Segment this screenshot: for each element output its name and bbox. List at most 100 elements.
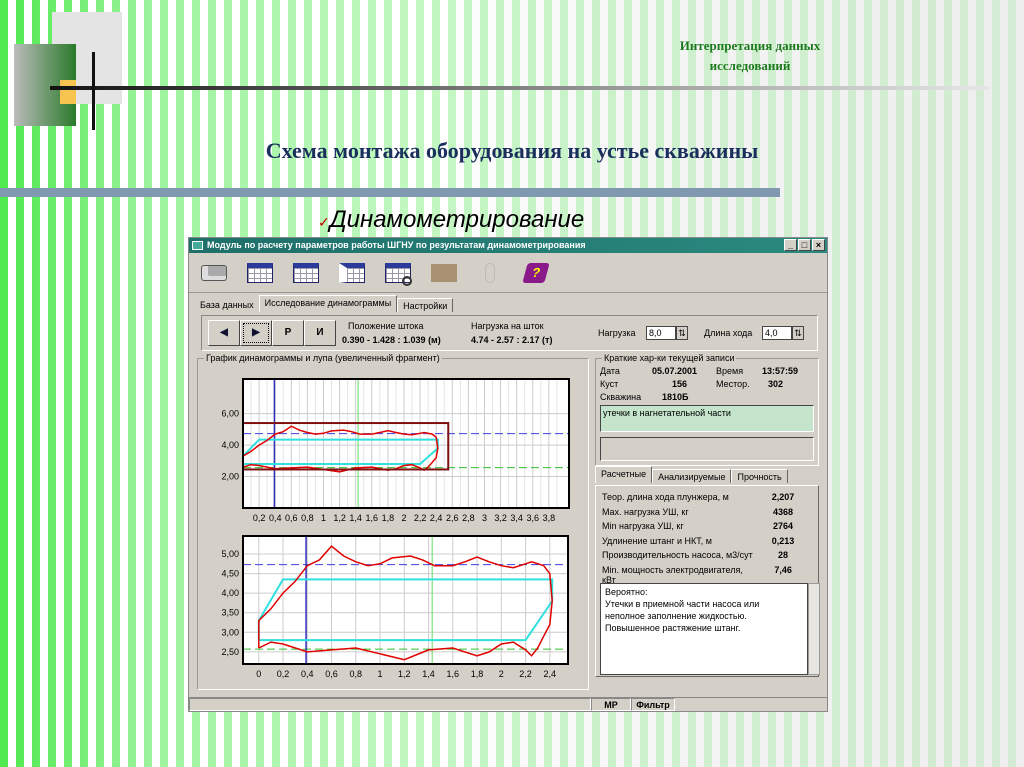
- next-button[interactable]: ▶: [240, 320, 272, 346]
- help-book-icon[interactable]: ?: [521, 260, 551, 286]
- slide-subtitle: Интерпретация данных исследований: [679, 38, 821, 73]
- zoom-chart: 0 0,2 0,4 0,6 0,8 1 1,2 1,4 1,6 1,8 2 2,2 2,4 2,50 3,0…: [221, 535, 569, 679]
- tab-settings[interactable]: Настройки: [397, 298, 454, 312]
- x-tick-label: 0,4: [301, 669, 314, 679]
- param-row: Производительность насоса, м3/сут 28: [602, 550, 788, 560]
- status-bar: МР Фильтр: [189, 697, 827, 711]
- y-tick-label: 4,00: [221, 440, 239, 450]
- chart-group: График динамограммы и лупа (увеличенный …: [197, 353, 589, 690]
- rod-position-value: 0.390 - 1.428 : 1.039 (м): [342, 335, 441, 345]
- record-summary: Краткие хар-ки текущей записи Дата 05.07…: [595, 353, 819, 466]
- x-tick-label: 1: [321, 513, 326, 523]
- record-date: 05.07.2001: [652, 366, 698, 376]
- load-input[interactable]: 8,0: [646, 326, 676, 340]
- x-tick-label: 2,8: [462, 513, 475, 523]
- x-tick-label: 0,6: [325, 669, 338, 679]
- table-select-icon[interactable]: [337, 260, 367, 286]
- sub-tabs: Расчетные Анализируемые Прочность: [595, 466, 788, 483]
- record-well: 1810Б: [662, 392, 689, 402]
- stroke-input[interactable]: 4,0: [762, 326, 792, 340]
- x-tick-label: 3,6: [527, 513, 540, 523]
- maximize-button[interactable]: □: [798, 239, 811, 251]
- status-mr: МР: [591, 698, 631, 711]
- x-tick-label: 0,8: [350, 669, 363, 679]
- param-row: Max. нагрузка УШ, кг 4368: [602, 506, 794, 517]
- check-icon: ✓: [318, 214, 330, 230]
- tab-database[interactable]: База данных: [200, 300, 254, 310]
- overview-chart: 0,2 0,4 0,6 0,8 1 1,2 1,4 1,6 1,8 2 2,2 2,4 2,6 2,8 3 3…: [221, 378, 570, 523]
- toolbar: ?: [189, 253, 827, 293]
- x-tick-label: 3,4: [510, 513, 523, 523]
- param-row: Min нагрузка УШ, кг 2764: [602, 521, 794, 531]
- x-tick-label: 3,2: [494, 513, 507, 523]
- table-zoom-icon[interactable]: [383, 260, 413, 286]
- p-button[interactable]: Р: [272, 320, 304, 346]
- x-tick-label: 1,2: [398, 669, 411, 679]
- x-tick-label: 2,4: [544, 669, 557, 679]
- decor-square: [60, 80, 76, 104]
- y-tick-label: 4,00: [221, 588, 239, 598]
- x-tick-label: 0,2: [253, 513, 266, 523]
- x-tick-label: 1,6: [447, 669, 460, 679]
- rod-load-label: Нагрузка на шток: [471, 321, 544, 331]
- main-tabs: База данных Исследование динамограммы На…: [189, 295, 827, 312]
- x-tick-label: 1: [378, 669, 383, 679]
- prev-button[interactable]: ◀: [208, 320, 240, 346]
- tab-dynamogram[interactable]: Исследование динамограммы: [258, 295, 398, 312]
- i-button[interactable]: И: [304, 320, 336, 346]
- x-tick-label: 1,2: [333, 513, 346, 523]
- plot-area: [243, 536, 568, 664]
- x-tick-label: 3,8: [543, 513, 556, 523]
- load-label: Нагрузка: [598, 328, 636, 338]
- status-filter: Фильтр: [631, 698, 675, 711]
- y-tick-label: 2,00: [221, 472, 239, 482]
- conclusion-scrollbar[interactable]: [808, 583, 820, 675]
- load-spinner[interactable]: ⇅: [676, 326, 688, 340]
- x-tick-label: 1,8: [382, 513, 395, 523]
- calculated-panel: Теор. длина хода плунжера, м 2,207 Max. на…: [595, 485, 820, 677]
- import-table-icon[interactable]: [245, 260, 275, 286]
- x-tick-label: 0: [256, 669, 261, 679]
- decor-bar: [0, 188, 780, 197]
- y-tick-label: 6,00: [221, 409, 239, 419]
- rod-load-value: 4.74 - 2.57 : 2.17 (т): [471, 335, 553, 345]
- x-tick-label: 2: [401, 513, 406, 523]
- disabled-box-icon: [429, 260, 459, 286]
- control-panel: ◀ ▶ Р И Положение штока 0.390 - 1.428 : …: [201, 315, 818, 351]
- tab-analyzed[interactable]: Анализируемые: [652, 469, 732, 483]
- y-tick-label: 3,00: [221, 627, 239, 637]
- x-tick-label: 1,4: [349, 513, 362, 523]
- y-tick-label: 5,00: [221, 549, 239, 559]
- y-tick-label: 2,50: [221, 647, 239, 657]
- x-tick-label: 0,8: [301, 513, 314, 523]
- bullet-item: ✓Динамометрирование: [318, 206, 585, 233]
- x-tick-label: 0,2: [277, 669, 290, 679]
- rod-position-label: Положение штока: [348, 321, 424, 331]
- printer-icon[interactable]: [199, 260, 229, 286]
- minimize-button[interactable]: _: [784, 239, 797, 251]
- plot-border: [242, 378, 570, 509]
- x-tick-label: 0,4: [269, 513, 282, 523]
- record-time: 13:57:59: [762, 366, 799, 376]
- x-tick-label: 2,4: [430, 513, 443, 523]
- stroke-spinner[interactable]: ⇅: [792, 326, 804, 340]
- tab-calculated[interactable]: Расчетные: [595, 466, 653, 483]
- close-button[interactable]: ×: [812, 239, 825, 251]
- record-note[interactable]: утечки в нагнетательной части: [600, 405, 814, 432]
- footprint-icon: [475, 260, 505, 286]
- x-tick-label: 0,6: [285, 513, 298, 523]
- decor-line: [92, 52, 95, 130]
- record-note2[interactable]: [600, 437, 814, 461]
- slide-title: Схема монтажа оборудования на устье сква…: [265, 138, 759, 163]
- x-tick-label: 1,8: [471, 669, 484, 679]
- decor-line: [50, 86, 990, 90]
- param-row: Теор. длина хода плунжера, м 2,207: [602, 492, 795, 502]
- export-table-icon[interactable]: [291, 260, 321, 286]
- x-tick-label: 2,2: [414, 513, 427, 523]
- actual-dynamogram: [258, 545, 553, 661]
- conclusion-text[interactable]: Вероятно: Утечки в приемной части насоса …: [600, 583, 808, 675]
- tab-strength[interactable]: Прочность: [731, 469, 788, 483]
- x-tick-label: 1,4: [422, 669, 435, 679]
- app-icon: [192, 241, 203, 250]
- plot-border: [242, 535, 569, 665]
